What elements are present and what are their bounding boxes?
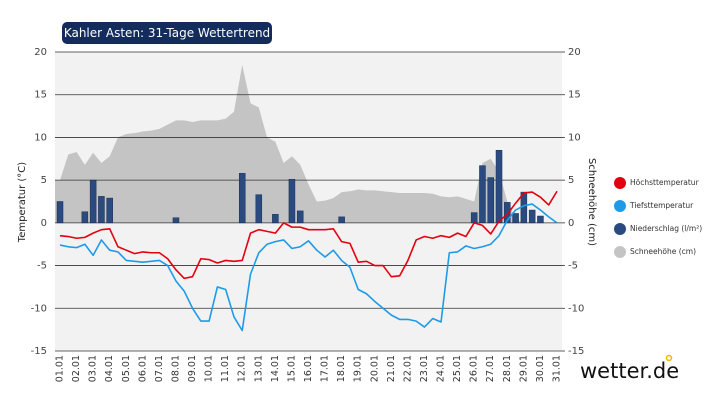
- chart-title: Kahler Asten: 31-Tage Wettertrend: [64, 26, 270, 40]
- y2-tick-label: 10: [568, 132, 581, 143]
- x-tick-label: 05.01: [121, 355, 132, 382]
- y2-tick-label: -5: [568, 261, 578, 272]
- precip-bar: [172, 217, 180, 224]
- x-tick-label: 25.01: [452, 355, 463, 382]
- x-tick-label: 03.01: [88, 355, 99, 382]
- temp-line: [59, 203, 558, 332]
- precip-bar: [528, 209, 536, 224]
- x-tick-label: 27.01: [485, 355, 496, 382]
- precip-bar: [98, 196, 105, 224]
- precip-bar: [504, 202, 511, 224]
- y-tick-label: -15: [31, 346, 47, 357]
- x-tick-label: 01.01: [55, 355, 66, 382]
- x-tick-label: 04.01: [104, 355, 115, 382]
- precip-bar: [81, 211, 89, 224]
- y-tick-label: 0: [41, 218, 47, 229]
- y2-tick-label: 5: [568, 175, 574, 186]
- x-tick-label: 31.01: [552, 355, 563, 382]
- x-tick-label: 17.01: [320, 355, 331, 382]
- x-tick-label: 26.01: [469, 355, 480, 382]
- x-tick-label: 02.01: [71, 355, 82, 382]
- x-tick-label: 21.01: [386, 355, 397, 382]
- title-box: [62, 22, 272, 44]
- precip-bar: [288, 179, 296, 224]
- y-tick-label: 5: [41, 175, 47, 186]
- legend-label: Höchsttemperatur: [630, 178, 700, 187]
- y-tick-label: -10: [31, 303, 47, 314]
- x-tick-label: 28.01: [502, 355, 513, 382]
- x-tick-label: 14.01: [270, 355, 281, 382]
- y-tick-label: 15: [34, 90, 47, 101]
- legend-label: Tiefsttemperatur: [629, 201, 694, 210]
- snow-area: [55, 64, 557, 223]
- legend-swatch: [614, 177, 626, 189]
- y-tick-label: 20: [34, 47, 47, 58]
- legend-swatch: [614, 200, 626, 212]
- x-tick-label: 09.01: [187, 355, 198, 382]
- precip-bar: [106, 197, 113, 224]
- x-tick-label: 18.01: [336, 355, 347, 382]
- temp-line: [59, 190, 558, 280]
- x-tick-label: 23.01: [419, 355, 430, 382]
- x-tick-label: 10.01: [204, 355, 215, 382]
- precip-bar: [470, 212, 478, 224]
- x-tick-label: 11.01: [220, 355, 231, 382]
- precip-bar: [89, 179, 97, 224]
- x-tick-label: 30.01: [535, 355, 546, 382]
- y2-tick-label: 20: [568, 47, 581, 58]
- y2-tick-label: 0: [568, 218, 574, 229]
- precip-bar: [537, 215, 544, 224]
- y-tick-label: -5: [37, 261, 47, 272]
- x-tick-label: 19.01: [353, 355, 364, 382]
- x-tick-label: 07.01: [154, 355, 165, 382]
- precip-bar: [495, 149, 503, 224]
- y2-tick-label: -10: [568, 303, 584, 314]
- x-tick-label: 22.01: [402, 355, 413, 382]
- y2-axis-label: Schneehöhe (cm): [586, 158, 597, 246]
- x-tick-label: 08.01: [170, 355, 181, 382]
- precip-bar: [238, 173, 246, 224]
- legend-swatch: [614, 223, 626, 235]
- x-tick-label: 13.01: [253, 355, 264, 382]
- y-tick-label: 10: [34, 132, 47, 143]
- y-axis-label: Temperatur (°C): [17, 162, 28, 243]
- y2-tick-label: -15: [568, 346, 584, 357]
- x-tick-label: 12.01: [237, 355, 248, 382]
- precip-bar: [272, 214, 279, 224]
- x-tick-label: 24.01: [436, 355, 447, 382]
- logo: wetter.de: [580, 359, 679, 383]
- precip-bar: [56, 201, 64, 224]
- x-tick-label: 06.01: [137, 355, 148, 382]
- y2-tick-label: 15: [568, 90, 581, 101]
- x-tick-label: 29.01: [518, 355, 529, 382]
- precip-bar: [487, 177, 494, 224]
- x-tick-label: 20.01: [369, 355, 380, 382]
- precip-bar: [255, 194, 263, 224]
- precip-bar: [296, 210, 304, 224]
- precip-bar: [512, 213, 519, 224]
- precip-bar: [479, 165, 486, 224]
- legend-label: Niederschlag (l/m²): [630, 224, 702, 233]
- legend-swatch: [614, 246, 626, 258]
- logo-dot: [665, 354, 673, 362]
- x-tick-label: 15.01: [286, 355, 297, 382]
- precip-bar: [338, 216, 345, 224]
- x-tick-label: 16.01: [303, 355, 314, 382]
- legend-label: Schneehöhe (cm): [630, 247, 696, 256]
